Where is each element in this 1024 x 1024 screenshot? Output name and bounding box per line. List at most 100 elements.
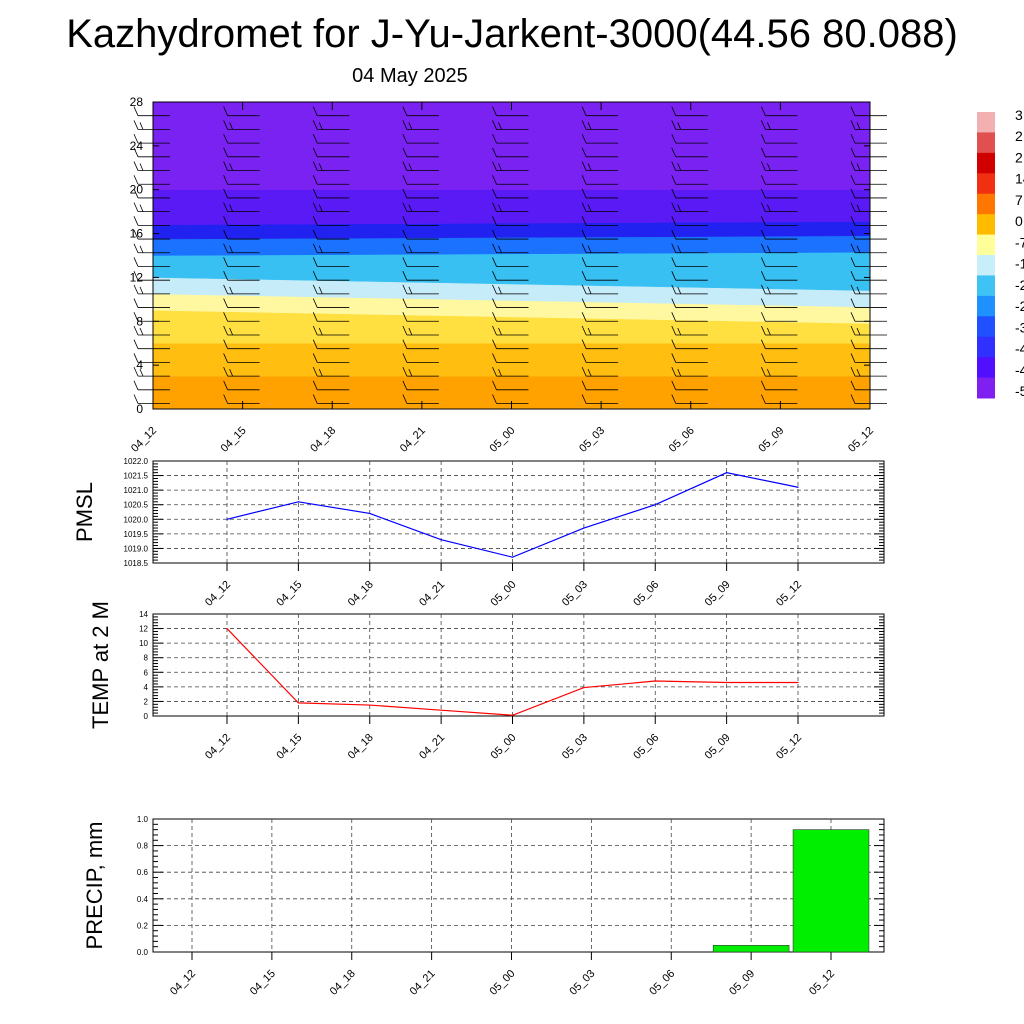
y-tick-label: 0 xyxy=(136,402,143,416)
colorbar-swatch xyxy=(977,357,995,379)
y-tick-label: 0.2 xyxy=(137,921,149,930)
precip-chart: 0.0 0.2 0.4 0.6 0.8 1.0 04_12 04_15 04_18 04_21 05… xyxy=(82,815,885,998)
wind-barb-flag xyxy=(312,257,318,267)
wind-barb-flag xyxy=(856,122,861,130)
wind-barb-flag xyxy=(850,175,856,185)
wind-barb-flag xyxy=(312,271,318,281)
wind-barb-flag xyxy=(402,202,408,212)
y-axis-label: PRECIP, mm xyxy=(82,822,107,950)
wind-barb-flag xyxy=(850,133,856,144)
y-tick-label: 4 xyxy=(144,683,149,692)
wind-barb-flag xyxy=(139,286,144,295)
wind-barb-flag xyxy=(850,380,856,390)
x-tick-label: 04_15 xyxy=(248,968,278,998)
wind-barb-flag xyxy=(677,204,682,212)
wind-barb-flag xyxy=(761,353,766,363)
wind-barb-flag xyxy=(850,161,856,171)
x-tick-label: 05_06 xyxy=(667,425,697,455)
wind-barb-flag xyxy=(402,188,408,199)
wind-barb-flag xyxy=(581,216,587,226)
y-tick-label: 24 xyxy=(130,139,144,153)
x-tick-label: 04_15 xyxy=(274,579,304,609)
wind-barb-flag xyxy=(581,325,587,336)
plot-frame xyxy=(152,460,885,564)
wind-barb-flag xyxy=(408,286,413,295)
wind-barb-flag xyxy=(850,106,856,116)
wind-barb-flag xyxy=(581,312,587,322)
wind-barb-flag xyxy=(761,243,766,253)
x-tick-label: 05_00 xyxy=(488,425,518,455)
x-tick-label: 04_21 xyxy=(417,732,447,762)
wind-barb-flag xyxy=(850,339,856,349)
wind-barb-flag xyxy=(761,380,766,390)
wind-barb-flag xyxy=(671,353,677,363)
y-tick-label: 1.0 xyxy=(137,815,149,824)
wind-barb-flag xyxy=(223,161,228,171)
wind-barb-flag xyxy=(761,175,766,185)
wind-barb-flag xyxy=(223,312,228,322)
wind-barb-flag xyxy=(856,327,861,336)
wind-barb-flag xyxy=(312,366,318,377)
wind-barb-flag xyxy=(498,327,502,336)
wind-barb-flag xyxy=(312,147,318,157)
wind-barb-flag xyxy=(856,204,861,212)
wind-barb-flag xyxy=(581,394,587,404)
wind-barb-flag xyxy=(856,245,861,253)
wind-barb-flag xyxy=(587,163,592,171)
y-tick-label: 0 xyxy=(144,712,149,721)
y-tick-label: 8 xyxy=(136,314,143,328)
wind-barb-flag xyxy=(318,368,323,377)
wind-barb-flag xyxy=(402,120,408,130)
wind-barb-flag xyxy=(223,257,228,267)
wind-barb-flag xyxy=(312,298,318,308)
wind-barb-flag xyxy=(223,298,228,308)
x-tick-label: 05_09 xyxy=(703,732,733,762)
cross-section-chart: 0 4 8 12 16 20 24 28 04_12 04_15 04_18 04_21 05_00 05… xyxy=(129,95,887,455)
wind-barb-flag xyxy=(581,353,587,363)
wind-barb-flag xyxy=(581,243,587,253)
wind-barb-flag xyxy=(581,284,587,295)
y-tick-label: 1019.5 xyxy=(124,530,149,539)
wind-barb-flag xyxy=(402,175,408,185)
wind-barb-flag xyxy=(408,245,413,253)
colorbar: 3 2 2 14 7 0 -7 -1 -2 -2 -3 -4 -4 -5 xyxy=(977,107,1024,399)
x-tick-label: 04_18 xyxy=(346,732,376,762)
wind-barb-flag xyxy=(133,106,139,116)
wind-barb-flag xyxy=(229,204,233,212)
wind-barb-flag xyxy=(402,216,408,226)
wind-barb-flag xyxy=(402,284,408,295)
wind-barb-flag xyxy=(223,243,228,253)
wind-barb-flag xyxy=(498,286,502,295)
wind-barb-flag xyxy=(850,284,856,295)
wind-barb-flag xyxy=(581,175,587,185)
wind-barb-flag xyxy=(761,188,766,199)
wind-barb-flag xyxy=(139,122,144,130)
wind-barb-flag xyxy=(581,257,587,267)
wind-barb-flag xyxy=(671,284,677,295)
colorbar-swatch xyxy=(977,377,995,399)
data-point xyxy=(726,681,728,684)
y-tick-label: 8 xyxy=(144,654,149,663)
wind-barb-flag xyxy=(850,353,856,363)
x-tick-label: 04_12 xyxy=(129,425,159,455)
y-tick-label: 1021.0 xyxy=(124,486,149,495)
x-tick-label: 05_03 xyxy=(577,425,607,455)
wind-barb-flag xyxy=(133,325,139,336)
data-point xyxy=(797,486,799,488)
wind-barb-flag xyxy=(581,188,587,199)
y-tick-label: 1022.0 xyxy=(124,457,149,466)
wind-barb-flag xyxy=(761,120,766,130)
wind-barb-flag xyxy=(677,122,682,130)
wind-barb-flag xyxy=(498,368,502,377)
wind-barb-flag xyxy=(408,327,413,336)
x-tick-label: 04_12 xyxy=(203,732,233,762)
wind-barb-flag xyxy=(587,204,592,212)
colorbar-swatch xyxy=(977,112,995,133)
wind-barb-flag xyxy=(492,106,497,116)
data-point xyxy=(726,472,728,474)
wind-barb-flag xyxy=(671,257,677,267)
wind-barb-flag xyxy=(492,298,497,308)
wind-barb-flag xyxy=(761,284,766,295)
wind-barb-flag xyxy=(492,271,497,281)
